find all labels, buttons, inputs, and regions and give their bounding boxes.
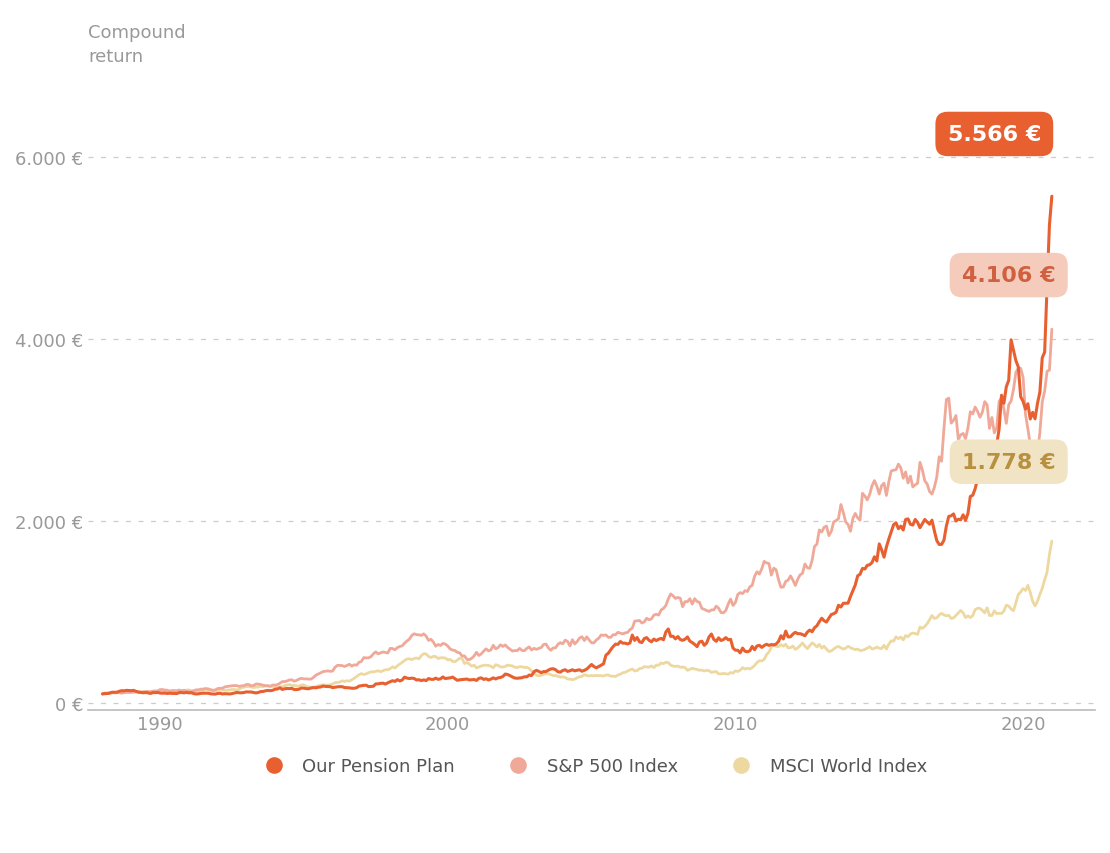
Text: 4.106 €: 4.106 €: [962, 266, 1056, 286]
Text: Compound
return: Compound return: [88, 25, 185, 66]
Legend: Our Pension Plan, S&P 500 Index, MSCI World Index: Our Pension Plan, S&P 500 Index, MSCI Wo…: [249, 751, 935, 783]
Text: 1.778 €: 1.778 €: [962, 452, 1056, 473]
Text: 5.566 €: 5.566 €: [948, 125, 1041, 145]
